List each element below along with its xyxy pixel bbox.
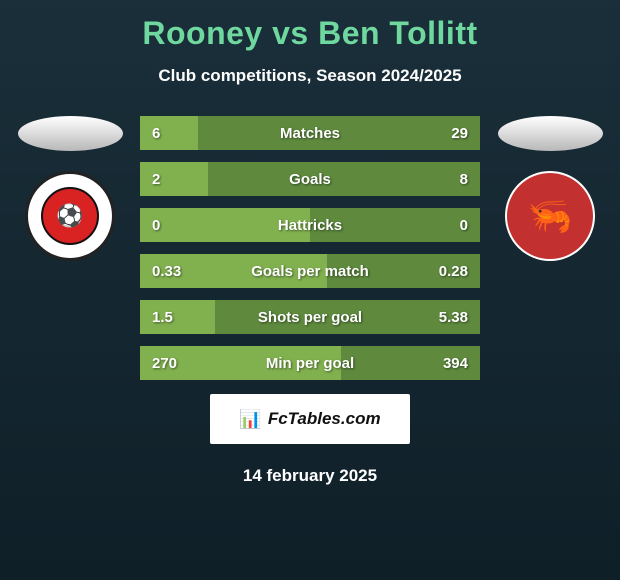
stat-fill (140, 116, 198, 150)
stat-left-value: 6 (152, 125, 160, 142)
stat-label: Goals per match (251, 263, 369, 280)
main-row: 6 Matches 29 2 Goals 8 0 Hattricks 0 0.33 Goals pe… (0, 116, 620, 380)
left-player-ellipse (18, 116, 123, 151)
left-player-col (10, 116, 130, 261)
stat-right-value: 0 (460, 217, 468, 234)
right-player-col (490, 116, 610, 261)
stat-right-value: 29 (451, 125, 468, 142)
stat-fill (140, 162, 208, 196)
stat-right-value: 8 (460, 171, 468, 188)
right-player-ellipse (498, 116, 603, 151)
stat-left-value: 0 (152, 217, 160, 234)
brand-text: FcTables.com (268, 409, 381, 429)
stat-left-value: 0.33 (152, 263, 181, 280)
stat-label: Matches (280, 125, 340, 142)
stat-label: Goals (289, 171, 331, 188)
footer-date: 14 february 2025 (243, 466, 377, 486)
stat-row: 0.33 Goals per match 0.28 (140, 254, 480, 288)
stat-label: Hattricks (278, 217, 342, 234)
subtitle: Club competitions, Season 2024/2025 (158, 66, 461, 86)
chart-icon: 📊 (239, 409, 261, 430)
stat-left-value: 270 (152, 355, 177, 372)
stat-row: 270 Min per goal 394 (140, 346, 480, 380)
stat-right-value: 394 (443, 355, 468, 372)
brand-box: 📊 FcTables.com (210, 394, 410, 444)
stat-row: 1.5 Shots per goal 5.38 (140, 300, 480, 334)
stat-left-value: 2 (152, 171, 160, 188)
right-team-badge (505, 171, 595, 261)
stat-label: Shots per goal (258, 309, 362, 326)
page-title: Rooney vs Ben Tollitt (142, 15, 477, 52)
stat-row: 6 Matches 29 (140, 116, 480, 150)
stat-left-value: 1.5 (152, 309, 173, 326)
stat-row: 0 Hattricks 0 (140, 208, 480, 242)
stat-row: 2 Goals 8 (140, 162, 480, 196)
stats-table: 6 Matches 29 2 Goals 8 0 Hattricks 0 0.33 Goals pe… (140, 116, 480, 380)
left-team-badge (25, 171, 115, 261)
stat-right-value: 5.38 (439, 309, 468, 326)
stat-right-value: 0.28 (439, 263, 468, 280)
comparison-card: Rooney vs Ben Tollitt Club competitions,… (0, 0, 620, 486)
stat-label: Min per goal (266, 355, 354, 372)
